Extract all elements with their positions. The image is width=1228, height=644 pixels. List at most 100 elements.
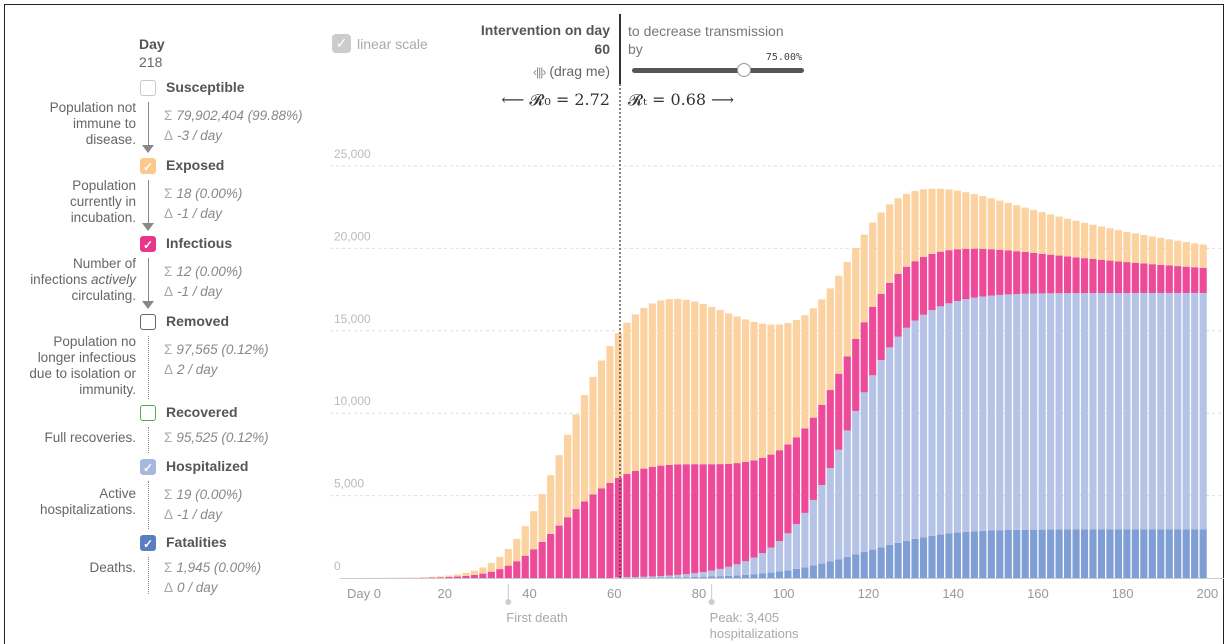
- bar-hospitalized: [1047, 293, 1055, 530]
- bar-fatalities: [741, 574, 750, 578]
- bar-infectious: [1131, 262, 1139, 293]
- bar-hospitalized: [750, 557, 758, 575]
- bar-infectious: [767, 454, 775, 548]
- fatalities-checkbox[interactable]: ✓: [140, 535, 156, 551]
- bar-infectious: [708, 464, 716, 571]
- hospitalized-delta: Δ -1 / day: [164, 507, 222, 522]
- description-emphasis: actively: [90, 272, 136, 287]
- removed-checkbox[interactable]: [140, 314, 156, 330]
- bar-exposed: [538, 494, 546, 542]
- bar-infectious: [1148, 264, 1156, 293]
- recovered-sum: Σ 95,525 (0.12%): [164, 430, 269, 445]
- removed-label[interactable]: Removed: [166, 313, 230, 329]
- day-value: 218: [139, 54, 163, 70]
- bar-exposed: [614, 333, 623, 478]
- susceptible-checkbox[interactable]: [140, 80, 156, 96]
- bar-hospitalized: [818, 485, 826, 564]
- bar-exposed: [1131, 233, 1139, 263]
- bar-infectious: [979, 248, 987, 297]
- bar-infectious: [1123, 262, 1131, 293]
- decrease-transmission-text: to decrease transmission by: [628, 22, 828, 58]
- bar-hospitalized: [1013, 294, 1021, 530]
- bar-exposed: [1047, 214, 1055, 255]
- bar-hospitalized: [784, 533, 792, 571]
- transmission-slider-thumb[interactable]: [737, 63, 751, 77]
- bar-infectious: [716, 464, 724, 569]
- bar-hospitalized: [1021, 293, 1029, 530]
- hospitalized-label[interactable]: Hospitalized: [166, 458, 249, 474]
- bar-infectious: [453, 576, 462, 578]
- bar-hospitalized: [852, 410, 860, 555]
- bar-infectious: [1174, 266, 1182, 293]
- intervention-drag-handle[interactable]: ‹|||› (drag me): [440, 63, 610, 79]
- bar-exposed: [428, 576, 436, 578]
- bar-fatalities: [1165, 529, 1173, 578]
- bar-hospitalized: [869, 375, 877, 550]
- transmission-slider-track[interactable]: [632, 68, 804, 73]
- exposed-checkbox[interactable]: ✓: [140, 158, 156, 174]
- bar-infectious: [597, 488, 606, 578]
- bar-hospitalized: [792, 523, 800, 569]
- bar-exposed: [792, 320, 800, 438]
- bar-fatalities: [953, 532, 961, 578]
- bar-infectious: [953, 249, 961, 301]
- bar-fatalities: [860, 552, 868, 578]
- slider-value: 75.00%: [765, 52, 802, 63]
- window-frame: [4, 4, 1224, 644]
- bar-fatalities: [928, 535, 936, 578]
- decrease-text-line-2: by: [628, 41, 643, 57]
- bar-exposed: [1097, 226, 1106, 260]
- recovered-checkbox[interactable]: [140, 405, 156, 421]
- bar-fatalities: [1004, 529, 1012, 578]
- description-line: Full recoveries.: [44, 430, 136, 445]
- bar-exposed: [1055, 216, 1063, 256]
- susceptible-label[interactable]: Susceptible: [166, 79, 245, 95]
- bar-exposed: [1199, 244, 1207, 268]
- infectious-label[interactable]: Infectious: [166, 235, 233, 251]
- description-text: infections: [30, 272, 91, 287]
- bar-fatalities: [1063, 529, 1072, 578]
- hospitalized-checkbox[interactable]: ✓: [140, 459, 156, 475]
- delta-icon: Δ: [164, 580, 174, 595]
- sigma-icon: Σ: [164, 186, 173, 201]
- description-line: hospitalizations.: [39, 502, 136, 517]
- bar-exposed: [1157, 237, 1165, 265]
- bar-infectious: [691, 464, 699, 574]
- recovered-label[interactable]: Recovered: [166, 404, 238, 420]
- linear-scale-checkbox[interactable]: ✓: [332, 34, 351, 53]
- bar-fatalities: [979, 530, 987, 578]
- bar-infectious: [564, 517, 572, 578]
- susceptible-arrow-icon: [142, 145, 154, 153]
- sigma-icon: Σ: [164, 487, 173, 502]
- bar-infectious: [648, 466, 656, 577]
- exposed-label[interactable]: Exposed: [166, 157, 225, 173]
- bar-infectious: [1089, 258, 1097, 294]
- y-tick-label: 10,000: [334, 394, 371, 408]
- bar-infectious: [479, 573, 487, 578]
- bar-infectious: [835, 373, 843, 450]
- bar-exposed: [606, 346, 614, 483]
- bar-infectious: [1021, 252, 1029, 294]
- removed-connector: [148, 336, 149, 399]
- bar-exposed: [784, 323, 792, 445]
- exposed-delta: Δ -1 / day: [164, 206, 222, 221]
- bar-hospitalized: [911, 320, 919, 539]
- description-line: immunity.: [79, 382, 136, 397]
- susceptible-connector: [148, 102, 149, 146]
- bar-infectious: [665, 464, 673, 576]
- linear-scale-label[interactable]: linear scale: [357, 36, 428, 52]
- bar-hospitalized: [716, 568, 724, 577]
- fatalities-label[interactable]: Fatalities: [166, 534, 227, 550]
- bar-fatalities: [1106, 529, 1114, 578]
- bar-exposed: [665, 299, 673, 465]
- intervention-day: 60: [594, 41, 610, 57]
- bar-hospitalized: [1123, 292, 1131, 530]
- description-line: Population not: [49, 100, 136, 115]
- bar-infectious: [462, 575, 470, 578]
- infectious-checkbox[interactable]: ✓: [140, 236, 156, 252]
- bar-infectious: [1114, 261, 1123, 293]
- bar-hospitalized: [1072, 293, 1080, 530]
- removed-sum: Σ 97,565 (0.12%): [164, 342, 269, 357]
- bar-fatalities: [792, 568, 800, 578]
- bar-fatalities: [1148, 529, 1156, 578]
